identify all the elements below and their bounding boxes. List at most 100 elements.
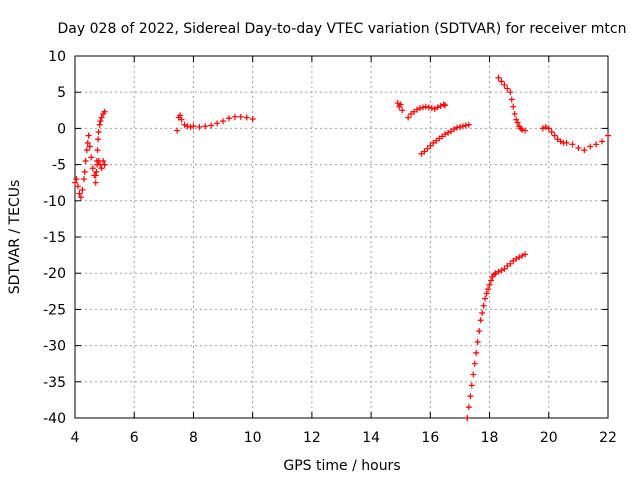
- axis-ticks: 4 6 8 10 12 14 16 18 20 22 10 5 0 -5 -10 -15 -20 -25 -30 -3…: [43, 49, 617, 446]
- data-point: [459, 123, 466, 130]
- data-point: [424, 145, 431, 152]
- data-point: [498, 267, 505, 274]
- data-series: [405, 101, 449, 121]
- y-axis-label: SDTVAR / TECUs: [7, 180, 23, 295]
- data-point: [92, 179, 99, 186]
- data-point: [519, 252, 526, 259]
- data-point: [563, 139, 570, 146]
- data-marks: [72, 74, 611, 421]
- data-point: [476, 328, 483, 335]
- data-point: [465, 121, 472, 128]
- data-point: [76, 190, 83, 197]
- y-tick-label: -20: [43, 266, 66, 282]
- y-tick-label: -15: [43, 230, 66, 246]
- data-point: [445, 129, 452, 136]
- data-point: [575, 144, 582, 151]
- data-point: [510, 103, 517, 110]
- data-point: [508, 96, 515, 103]
- data-point: [507, 260, 514, 267]
- data-point: [231, 113, 238, 120]
- data-point: [548, 129, 555, 136]
- data-point: [422, 103, 429, 110]
- data-point: [89, 165, 96, 172]
- data-point: [462, 122, 469, 129]
- data-point: [100, 157, 107, 164]
- data-series: [464, 251, 529, 421]
- data-point: [177, 112, 184, 119]
- data-point: [416, 105, 423, 112]
- data-point: [501, 265, 508, 272]
- data-point: [208, 122, 215, 129]
- y-tick-label: 10: [48, 49, 66, 65]
- data-point: [495, 268, 502, 275]
- data-point: [181, 121, 188, 128]
- data-point: [492, 270, 499, 277]
- x-tick-label: 18: [481, 430, 499, 446]
- data-point: [397, 101, 404, 108]
- x-tick-label: 12: [303, 430, 321, 446]
- data-series: [72, 108, 108, 201]
- data-point: [419, 104, 426, 111]
- data-point: [504, 85, 511, 92]
- x-axis-label: GPS time / hours: [283, 458, 400, 474]
- data-point: [473, 349, 480, 356]
- data-point: [190, 123, 197, 130]
- data-point: [522, 251, 529, 258]
- data-point: [425, 104, 432, 111]
- data-point: [214, 120, 221, 127]
- data-point: [86, 143, 93, 150]
- y-tick-label: -25: [43, 302, 66, 318]
- data-point: [453, 124, 460, 131]
- data-point: [97, 118, 104, 125]
- data-point: [74, 183, 81, 190]
- data-point: [77, 194, 84, 201]
- x-tick-label: 10: [244, 430, 262, 446]
- data-point: [495, 74, 502, 81]
- y-tick-label: -5: [52, 158, 66, 174]
- data-point: [83, 147, 90, 154]
- data-series: [174, 112, 256, 134]
- data-point: [545, 125, 552, 132]
- x-tick-label: 4: [71, 430, 80, 446]
- data-point: [477, 317, 484, 324]
- x-tick-label: 16: [421, 430, 439, 446]
- data-point: [174, 127, 181, 134]
- data-point: [456, 123, 463, 130]
- data-point: [220, 118, 227, 125]
- data-point: [82, 157, 89, 164]
- data-point: [81, 168, 88, 175]
- data-point: [434, 104, 441, 111]
- data-series: [92, 157, 108, 179]
- data-point: [95, 136, 102, 143]
- data-point: [249, 115, 256, 122]
- data-point: [551, 132, 558, 139]
- x-tick-label: 20: [540, 430, 558, 446]
- data-point: [511, 110, 518, 117]
- data-point: [488, 277, 495, 284]
- x-tick-label: 22: [599, 430, 617, 446]
- data-point: [470, 371, 477, 378]
- x-tick-label: 14: [362, 430, 380, 446]
- data-point: [101, 108, 108, 115]
- data-point: [542, 123, 549, 130]
- data-point: [243, 114, 250, 121]
- data-point: [480, 302, 487, 309]
- data-point: [85, 132, 92, 139]
- y-tick-label: -35: [43, 375, 66, 391]
- data-point: [421, 148, 428, 155]
- data-point: [498, 78, 505, 85]
- data-point: [486, 281, 493, 288]
- data-point: [485, 286, 492, 293]
- data-point: [202, 123, 209, 130]
- data-point: [442, 102, 449, 109]
- data-point: [196, 123, 203, 130]
- data-point: [539, 125, 546, 132]
- y-tick-label: 0: [57, 121, 66, 137]
- data-point: [501, 81, 508, 88]
- data-point: [482, 295, 489, 302]
- y-tick-label: -10: [43, 194, 66, 210]
- data-point: [593, 141, 600, 148]
- data-point: [587, 143, 594, 150]
